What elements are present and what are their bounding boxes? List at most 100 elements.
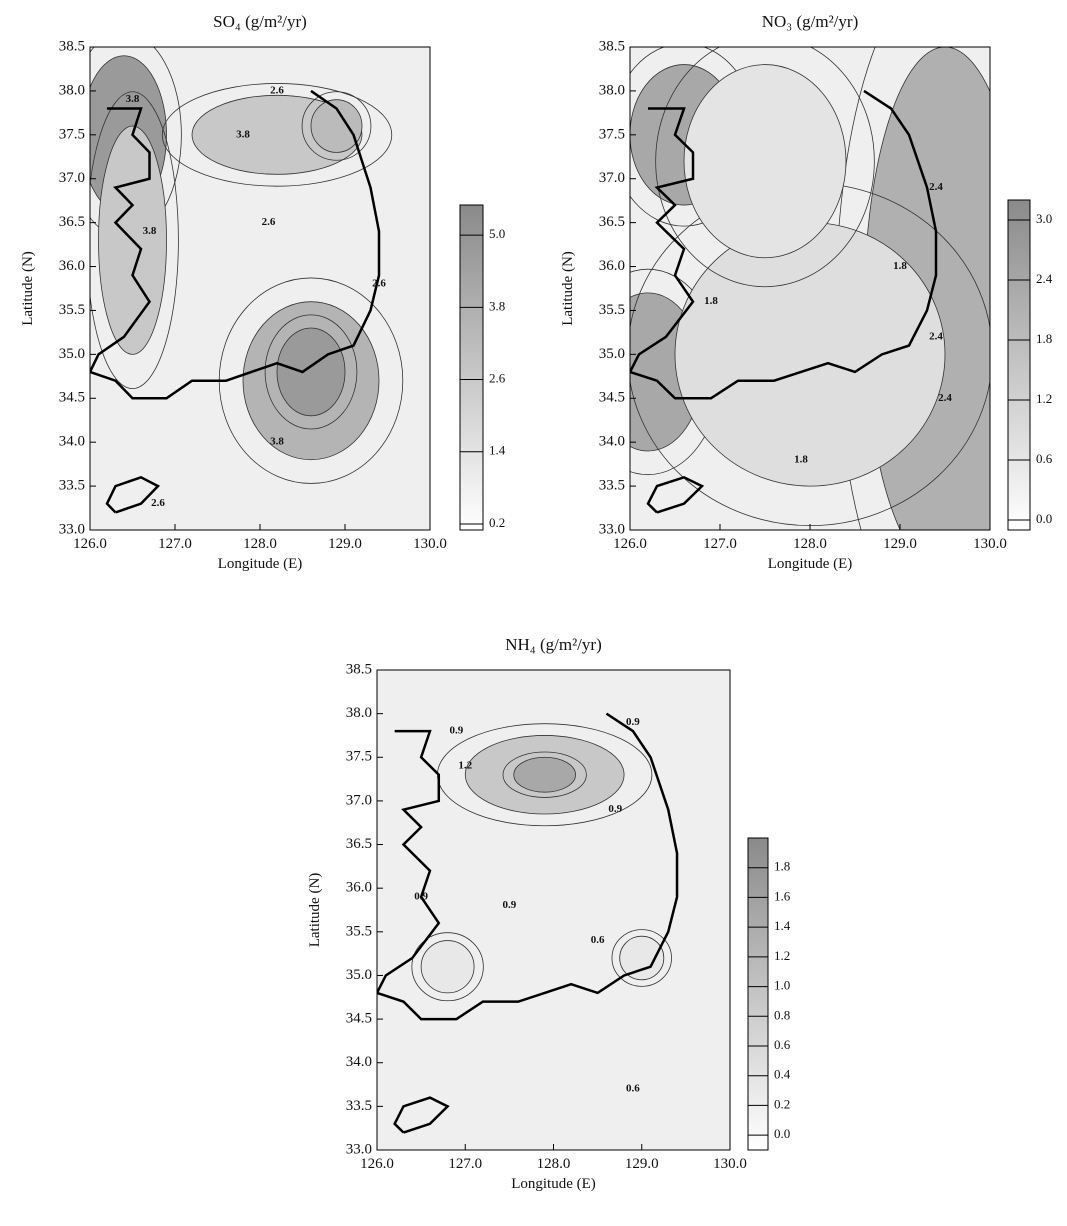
shaded-region — [683, 64, 847, 259]
x-axis-label: Longitude (E) — [768, 556, 853, 572]
colorbar — [459, 204, 484, 531]
y-tick-label: 37.0 — [59, 170, 85, 186]
y-tick-label: 36.5 — [346, 836, 372, 852]
island — [646, 475, 705, 514]
colorbar-tick-label: 0.2 — [489, 515, 505, 530]
y-tick-label: 37.5 — [599, 126, 625, 142]
contour-label: 2.4 — [929, 181, 943, 193]
y-tick-label: 33.0 — [59, 521, 85, 537]
shaded-region — [420, 940, 475, 994]
y-tick-label: 37.0 — [346, 792, 372, 808]
colorbar-tick-label: 0.2 — [774, 1096, 790, 1111]
y-axis-label: Latitude (N) — [560, 251, 576, 326]
colorbar-tick-label: 0.8 — [774, 1007, 790, 1022]
y-tick-label: 36.0 — [599, 258, 625, 274]
contour-label: 0.9 — [414, 890, 428, 902]
y-tick-label: 34.5 — [59, 390, 85, 406]
contour-label: 1.2 — [458, 760, 472, 772]
y-tick-label: 35.0 — [599, 346, 625, 362]
contour-label: 0.6 — [626, 1082, 640, 1094]
y-tick-label: 38.0 — [346, 705, 372, 721]
contour-label: 0.9 — [608, 803, 622, 815]
contour-label: 0.6 — [591, 934, 605, 946]
contour-line — [502, 751, 587, 798]
colorbar-tick-label: 0.4 — [774, 1067, 791, 1082]
plot-area — [377, 670, 730, 1150]
contour-line — [411, 932, 484, 1002]
chart-title: NO₃ (g/m²/yr) — [762, 12, 858, 31]
colorbar-tick-label: 0.0 — [1036, 511, 1052, 526]
coastline — [90, 89, 381, 400]
contour-label: 0.9 — [503, 899, 517, 911]
coastline — [377, 712, 679, 1021]
shaded-region — [513, 756, 576, 793]
x-tick-label: 128.0 — [243, 536, 277, 552]
y-tick-label: 36.0 — [59, 258, 85, 274]
colorbar-tick-label: 5.0 — [489, 226, 505, 241]
x-axis-label: Longitude (E) — [511, 1176, 596, 1192]
colorbar-tick-label: 1.4 — [489, 443, 506, 458]
contour-line — [90, 91, 179, 389]
contour-label: 3.8 — [143, 225, 157, 237]
contour-label: 1.8 — [893, 260, 907, 272]
shaded-region — [310, 99, 363, 153]
y-tick-label: 33.0 — [599, 521, 625, 537]
x-tick-label: 129.0 — [883, 536, 917, 552]
y-tick-label: 35.5 — [346, 923, 372, 939]
colorbar-tick-label: 1.0 — [774, 978, 790, 993]
shaded-region — [276, 327, 346, 417]
y-tick-label: 38.5 — [59, 38, 85, 54]
contour-line — [611, 929, 672, 987]
colorbar — [1007, 199, 1031, 531]
y-tick-label: 34.5 — [599, 390, 625, 406]
shaded-region — [619, 935, 665, 981]
contour-label: 2.4 — [938, 392, 952, 404]
colorbar-tick-label: 3.8 — [489, 298, 505, 313]
contour-label: 2.4 — [929, 330, 943, 342]
y-tick-label: 34.0 — [346, 1054, 372, 1070]
y-tick-label: 33.5 — [346, 1098, 372, 1114]
y-tick-label: 38.5 — [599, 38, 625, 54]
island — [105, 475, 161, 514]
contour-line — [264, 314, 358, 430]
plot-area — [630, 47, 990, 530]
contour-label: 1.8 — [704, 295, 718, 307]
y-tick-label: 33.5 — [59, 478, 85, 494]
colorbar-tick-label: 1.8 — [774, 859, 790, 874]
contour-label: 0.9 — [626, 716, 640, 728]
colorbar-tick-label: 2.6 — [489, 371, 506, 386]
contour-label: 2.6 — [151, 497, 165, 509]
contour-label: 2.6 — [372, 278, 386, 290]
colorbar-tick-label: 3.0 — [1036, 211, 1052, 226]
y-tick-label: 37.5 — [59, 126, 85, 142]
contour-label: 2.6 — [270, 84, 284, 96]
y-tick-label: 36.5 — [599, 214, 625, 230]
contour-label: 1.8 — [794, 453, 808, 465]
y-tick-label: 36.0 — [346, 880, 372, 896]
y-tick-label: 36.5 — [59, 214, 85, 230]
contour-line — [655, 47, 875, 288]
y-tick-label: 33.0 — [346, 1141, 372, 1157]
y-tick-label: 33.5 — [599, 478, 625, 494]
colorbar-tick-label: 1.8 — [1036, 331, 1052, 346]
colorbar-tick-label: 1.2 — [774, 948, 790, 963]
y-tick-label: 37.5 — [346, 749, 372, 765]
x-axis-label: Longitude (E) — [218, 556, 303, 572]
x-tick-label: 128.0 — [793, 536, 827, 552]
colorbar-tick-label: 1.6 — [774, 888, 791, 903]
y-tick-label: 38.0 — [599, 82, 625, 98]
colorbar-tick-label: 1.4 — [774, 918, 791, 933]
x-tick-label: 127.0 — [158, 536, 192, 552]
x-tick-label: 130.0 — [973, 536, 1007, 552]
x-tick-label: 128.0 — [537, 1156, 571, 1172]
y-tick-label: 35.5 — [59, 302, 85, 318]
x-tick-label: 127.0 — [448, 1156, 482, 1172]
y-tick-label: 35.5 — [599, 302, 625, 318]
y-tick-label: 34.0 — [599, 434, 625, 450]
y-tick-label: 37.0 — [599, 170, 625, 186]
contour-line — [301, 91, 372, 161]
contour-label: 3.8 — [236, 128, 250, 140]
y-axis-label: Latitude (N) — [307, 873, 323, 948]
x-tick-label: 129.0 — [625, 1156, 659, 1172]
y-tick-label: 34.0 — [59, 434, 85, 450]
